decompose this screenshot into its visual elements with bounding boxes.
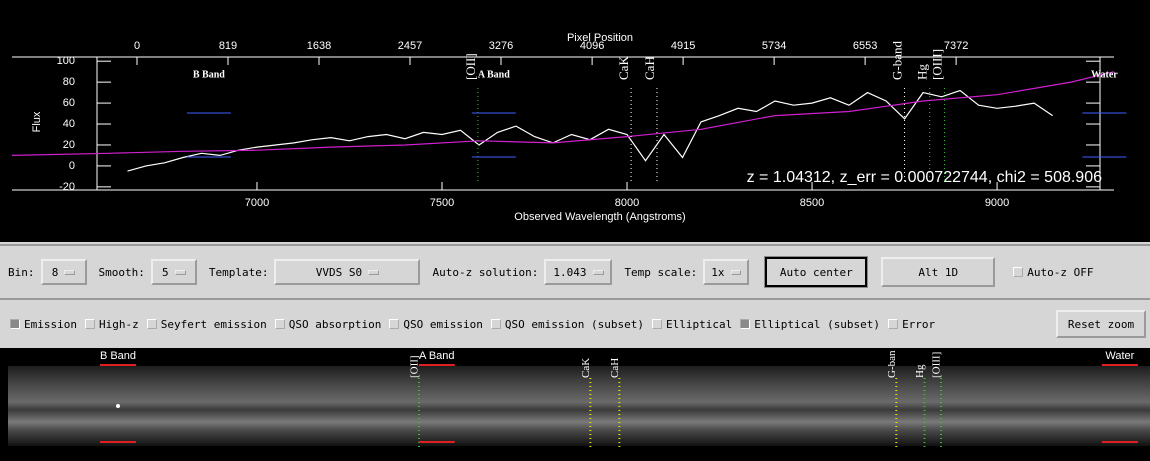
checkbox-label: Seyfert emission — [161, 318, 267, 331]
x-tick-label: 7000 — [245, 197, 269, 209]
checkbox[interactable]: Elliptical — [652, 318, 732, 331]
x2-tick-label: 5734 — [762, 40, 786, 52]
checkbox-box[interactable] — [85, 319, 95, 329]
checkbox[interactable]: QSO emission (subset) — [491, 318, 644, 331]
x-tick-label: 9000 — [985, 197, 1009, 209]
button[interactable]: Auto center — [765, 257, 867, 287]
line-label: B Band — [193, 69, 225, 80]
dropdown[interactable]: VVDS S0 — [274, 259, 420, 285]
checkbox-box[interactable] — [491, 319, 501, 329]
dropdown[interactable]: 1.043 — [544, 259, 612, 285]
checkbox[interactable]: Auto-z OFF — [1013, 266, 1093, 279]
app-window: Pixel Position Flux Observed Wavelength … — [0, 0, 1150, 461]
label: Template: — [209, 266, 269, 279]
y-tick-label: 80 — [63, 76, 75, 88]
line-label: Water — [1105, 350, 1134, 362]
checkbox-box[interactable] — [147, 319, 157, 329]
checkbox-box[interactable] — [389, 319, 399, 329]
checkbox-label: QSO emission — [403, 318, 482, 331]
x-tick-label: 7500 — [430, 197, 454, 209]
x2-tick-label: 819 — [219, 40, 237, 52]
line-label: CaK — [580, 358, 592, 378]
x2-tick-label: 3276 — [489, 40, 513, 52]
fit-annotation: z = 1.04312, z_err = 0.000722744, chi2 =… — [747, 169, 1102, 186]
control-row: Bin: 8 Smooth: 5 Template: VVDS S0 Auto-… — [0, 244, 1150, 300]
checkbox[interactable]: Emission — [10, 318, 77, 331]
checkbox-label: Error — [902, 318, 935, 331]
line-label: [OII] — [463, 53, 478, 80]
line-label: CaK — [616, 56, 631, 80]
x-axis-label: Observed Wavelength (Angstroms) — [514, 211, 685, 223]
y-axis-label: Flux — [31, 111, 43, 132]
checkbox-box[interactable] — [652, 319, 662, 329]
checkbox-box[interactable] — [10, 319, 20, 329]
dropdown[interactable]: 1x — [703, 259, 749, 285]
checkbox-label: Elliptical — [666, 318, 732, 331]
line-label: A Band — [419, 350, 454, 362]
label: Auto-z solution: — [432, 266, 538, 279]
y-tick-label: 0 — [69, 160, 75, 172]
y-tick-label: 20 — [63, 139, 75, 151]
checkbox-box[interactable] — [1013, 267, 1023, 277]
x2-tick-label: 7372 — [944, 40, 968, 52]
line-label: G-band — [890, 41, 905, 80]
checkbox-label: QSO emission (subset) — [505, 318, 644, 331]
line-label: CaH — [609, 358, 621, 378]
line-label: [OIII] — [931, 352, 943, 378]
button[interactable]: Reset zoom — [1056, 310, 1146, 338]
line-label: Hg — [915, 64, 930, 80]
x-tick-label: 8500 — [800, 197, 824, 209]
label: Bin: — [8, 266, 35, 279]
checkbox[interactable]: QSO emission — [389, 318, 482, 331]
button[interactable]: Alt 1D — [881, 257, 995, 287]
checkbox[interactable]: QSO absorption — [275, 318, 382, 331]
checkbox[interactable]: Seyfert emission — [147, 318, 267, 331]
line-label: [OIII] — [930, 49, 945, 80]
dropdown[interactable]: 5 — [151, 259, 197, 285]
checkbox-label: Elliptical (subset) — [754, 318, 880, 331]
filter-row: Emission High-z Seyfert emission QSO absorp… — [0, 304, 1150, 344]
checkbox-box[interactable] — [888, 319, 898, 329]
checkbox-box[interactable] — [740, 319, 750, 329]
checkbox-label: Auto-z OFF — [1027, 266, 1093, 279]
label: Smooth: — [99, 266, 145, 279]
x2-tick-label: 1638 — [307, 40, 331, 52]
dropdown[interactable]: 8 — [41, 259, 87, 285]
checkbox-label: QSO absorption — [289, 318, 382, 331]
line-label: Water — [1091, 69, 1118, 80]
line-label: A Band — [478, 69, 510, 80]
x2-tick-label: 0 — [134, 40, 140, 52]
y-tick-label: -20 — [59, 181, 75, 193]
x-tick-label: 8000 — [615, 197, 639, 209]
y-tick-label: 100 — [57, 55, 75, 67]
x2-tick-label: 4096 — [580, 40, 604, 52]
x2-tick-label: 2457 — [398, 40, 422, 52]
checkbox[interactable]: High-z — [85, 318, 139, 331]
spectrum-plot: Pixel Position Flux Observed Wavelength … — [0, 0, 1150, 242]
line-label: Hg — [914, 364, 926, 378]
checkbox-label: Emission — [24, 318, 77, 331]
checkbox-box[interactable] — [275, 319, 285, 329]
label: Temp scale: — [624, 266, 697, 279]
checkbox[interactable]: Elliptical (subset) — [740, 318, 880, 331]
bright-spot — [116, 404, 120, 408]
y-tick-label: 40 — [63, 118, 75, 130]
checkbox-label: High-z — [99, 318, 139, 331]
line-label: G-ban — [886, 350, 898, 378]
x2-tick-label: 6553 — [853, 40, 877, 52]
line-label: B Band — [100, 350, 136, 362]
x2-tick-label: 4915 — [671, 40, 695, 52]
line-label: CaH — [642, 56, 657, 80]
y-tick-label: 60 — [63, 97, 75, 109]
checkbox[interactable]: Error — [888, 318, 935, 331]
